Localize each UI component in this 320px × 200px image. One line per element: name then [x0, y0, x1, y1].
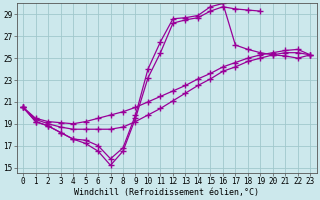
X-axis label: Windchill (Refroidissement éolien,°C): Windchill (Refroidissement éolien,°C) [74, 188, 259, 197]
